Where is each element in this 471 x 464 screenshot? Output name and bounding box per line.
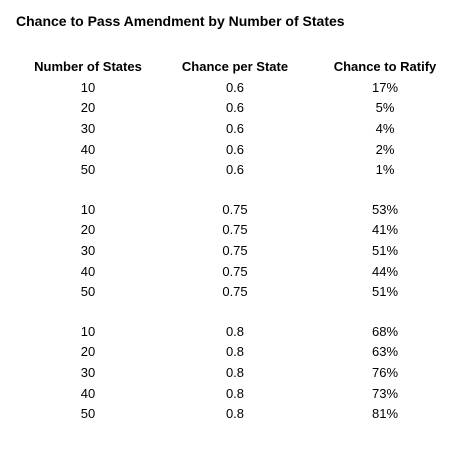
table-row: 50 0.75 51% xyxy=(18,281,458,302)
cell-chance-to-ratify: 2% xyxy=(375,141,395,157)
cell-chance-to-ratify: 51% xyxy=(371,242,399,258)
header-number-of-states: Number of States xyxy=(34,58,142,74)
cell-chance-per-state: 0.8 xyxy=(225,364,245,380)
cell-chance-per-state: 0.75 xyxy=(222,222,248,238)
cell-chance-per-state: 0.6 xyxy=(225,100,245,116)
table-row: 20 0.75 41% xyxy=(18,220,458,241)
cell-chance-to-ratify: 63% xyxy=(371,344,399,360)
cell-number-of-states: 40 xyxy=(80,263,96,279)
table-row: 40 0.8 73% xyxy=(18,383,458,404)
cell-chance-to-ratify: 51% xyxy=(371,284,399,300)
cell-chance-per-state: 0.6 xyxy=(225,162,245,178)
cell-number-of-states: 10 xyxy=(80,79,96,95)
cell-number-of-states: 30 xyxy=(80,364,96,380)
cell-chance-to-ratify: 53% xyxy=(371,201,399,217)
table-row: 50 0.8 81% xyxy=(18,403,458,424)
table-row: 30 0.6 4% xyxy=(18,118,458,139)
cell-chance-to-ratify: 1% xyxy=(375,162,395,178)
cell-chance-to-ratify: 81% xyxy=(371,406,399,422)
cell-chance-to-ratify: 76% xyxy=(371,364,399,380)
header-chance-per-state: Chance per State xyxy=(181,58,289,74)
cell-chance-to-ratify: 17% xyxy=(371,79,399,95)
table-row: 40 0.75 44% xyxy=(18,261,458,282)
cell-number-of-states: 20 xyxy=(80,100,96,116)
table-row: 30 0.75 51% xyxy=(18,240,458,261)
table-row: 30 0.8 76% xyxy=(18,362,458,383)
table-row: 10 0.75 53% xyxy=(18,199,458,220)
header-chance-to-ratify: Chance to Ratify xyxy=(333,58,437,74)
cell-chance-per-state: 0.8 xyxy=(225,323,245,339)
page-title: Chance to Pass Amendment by Number of St… xyxy=(16,13,345,29)
cell-chance-per-state: 0.75 xyxy=(222,242,248,258)
cell-number-of-states: 50 xyxy=(80,162,96,178)
cell-chance-per-state: 0.6 xyxy=(225,79,245,95)
spacer-cell xyxy=(18,302,458,321)
table-row: 20 0.6 5% xyxy=(18,98,458,119)
cell-chance-per-state: 0.75 xyxy=(222,284,248,300)
group-spacer xyxy=(18,180,458,199)
table-row: 40 0.6 2% xyxy=(18,139,458,160)
cell-chance-per-state: 0.75 xyxy=(222,263,248,279)
group-spacer xyxy=(18,302,458,321)
cell-number-of-states: 30 xyxy=(80,242,96,258)
cell-chance-to-ratify: 44% xyxy=(371,263,399,279)
cell-number-of-states: 30 xyxy=(80,120,96,136)
table-row: 20 0.8 63% xyxy=(18,342,458,363)
cell-number-of-states: 50 xyxy=(80,284,96,300)
header-row: Number of States Chance per State Chance… xyxy=(18,55,458,77)
cell-chance-to-ratify: 41% xyxy=(371,222,399,238)
cell-chance-to-ratify: 68% xyxy=(371,323,399,339)
cell-number-of-states: 20 xyxy=(80,222,96,238)
cell-chance-per-state: 0.8 xyxy=(225,344,245,360)
cell-chance-per-state: 0.6 xyxy=(225,120,245,136)
cell-chance-to-ratify: 5% xyxy=(375,100,395,116)
cell-chance-to-ratify: 4% xyxy=(375,120,395,136)
cell-chance-per-state: 0.6 xyxy=(225,141,245,157)
cell-number-of-states: 10 xyxy=(80,201,96,217)
cell-number-of-states: 50 xyxy=(80,406,96,422)
cell-number-of-states: 20 xyxy=(80,344,96,360)
spacer-cell xyxy=(18,180,458,199)
cell-chance-per-state: 0.8 xyxy=(225,406,245,422)
cell-number-of-states: 40 xyxy=(80,141,96,157)
cell-number-of-states: 40 xyxy=(80,385,96,401)
cell-chance-per-state: 0.75 xyxy=(222,201,248,217)
table-row: 10 0.8 68% xyxy=(18,321,458,342)
cell-chance-per-state: 0.8 xyxy=(225,385,245,401)
table-row: 50 0.6 1% xyxy=(18,159,458,180)
cell-chance-to-ratify: 73% xyxy=(371,385,399,401)
cell-number-of-states: 10 xyxy=(80,323,96,339)
ratification-table: Number of States Chance per State Chance… xyxy=(18,55,458,424)
table-row: 10 0.6 17% xyxy=(18,77,458,98)
